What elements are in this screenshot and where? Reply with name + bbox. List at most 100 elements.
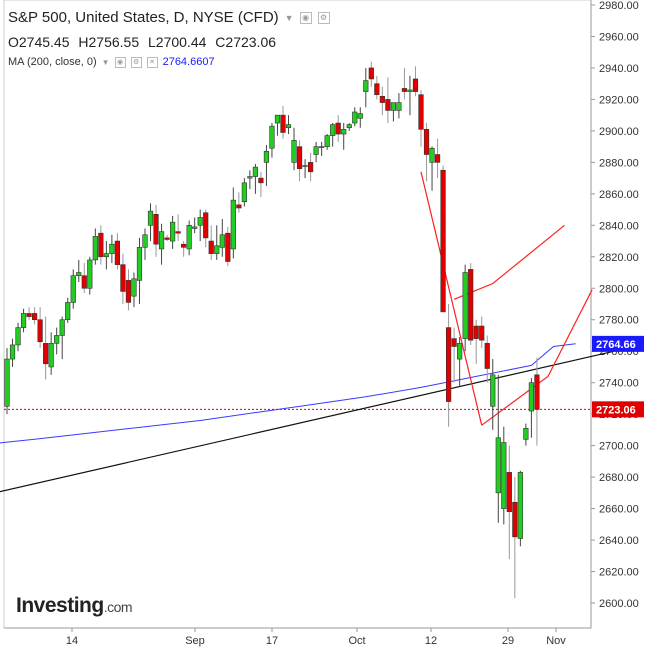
candle-body [341,129,347,135]
y-tick-label: 2840.00 [599,220,639,232]
candle-body [37,319,43,343]
chevron-down-icon[interactable]: ▼ [101,57,110,67]
candle-body [98,232,104,258]
candle [346,123,352,131]
candle-body [54,335,60,344]
candle [501,426,507,525]
candle-body [136,247,143,281]
candle-body [512,501,518,538]
candle [164,234,170,242]
candle-body [236,204,242,209]
candle-body [131,278,137,297]
candle [136,237,143,304]
candle [208,225,214,260]
visibility-icon[interactable]: ◉ [299,11,312,24]
candle-body [70,275,76,303]
close-icon[interactable]: ✕ [146,56,158,68]
candle-body [247,176,253,179]
open-value: O2745.45 [8,34,70,50]
candle [70,269,76,309]
candle-body [330,124,336,136]
gear-icon[interactable]: ⚙ [130,56,142,68]
candle-body [103,253,109,258]
gear-icon[interactable]: ⚙ [317,11,330,24]
candle-body [379,95,385,103]
candle-body [412,78,419,92]
y-tick-label: 2980.00 [599,0,639,12]
candle-body [120,264,126,292]
ma-200-line [0,343,576,444]
chevron-down-icon[interactable]: ▼ [284,12,294,23]
candle-body [390,102,397,111]
candle [241,178,247,207]
y-tick-label: 2780.00 [599,315,639,327]
visibility-icon[interactable]: ◉ [114,56,126,68]
candle [142,228,148,260]
candle [37,307,43,349]
candle [385,77,391,124]
ma-price-label: 2764.66 [596,339,636,351]
y-tick-label: 2680.00 [599,472,639,484]
candle-body [346,124,352,129]
candle [59,316,65,360]
close-price-label: 2723.06 [596,404,636,416]
candle-body [528,382,534,412]
candle [230,187,236,259]
candle [429,146,435,191]
candle-body [307,162,314,173]
candle-body [203,212,209,239]
chart-header: S&P 500, United States, D, NYSE (CFD) ▼ … [8,9,330,26]
candle-body [26,313,32,317]
candle [396,93,402,119]
candle [534,357,540,446]
candle-body [319,146,325,148]
candle-body [285,124,292,129]
candle-body [423,129,430,155]
candle-body [109,243,115,254]
trendline [0,350,615,493]
candle [175,214,181,242]
y-tick-label: 2660.00 [599,504,639,516]
candle-body [31,313,38,321]
candle-body [230,199,236,250]
low-value: L2700.44 [148,34,207,50]
candle [54,327,60,355]
candle [98,225,104,265]
candle-body [142,234,148,248]
candle-body [523,428,529,440]
candle-body [296,146,303,169]
x-tick-label: Nov [546,635,566,647]
candle [125,269,132,311]
candle [9,338,16,367]
candle-body [418,94,424,130]
candle-body [208,240,214,254]
y-tick-label: 2960.00 [599,31,639,43]
candle [490,359,496,430]
candle-body [158,231,165,250]
candle-body [401,88,408,92]
candle [457,337,463,386]
candle-body [352,111,358,124]
candle [319,141,325,157]
candle-body [335,122,341,135]
y-tick-label: 2900.00 [599,126,639,138]
candle-body [258,177,264,184]
candle [203,209,209,248]
candle [4,348,10,415]
candle-body [451,338,457,347]
candle-body [363,80,369,92]
candle [324,134,330,150]
candle [412,66,419,97]
candle [147,203,154,242]
candle [225,226,231,267]
y-tick-label: 2620.00 [599,567,639,579]
candle [418,89,424,147]
candle [252,163,259,194]
candle [363,67,369,108]
plot-frame [3,0,592,629]
candle-body [59,319,65,336]
candle [368,61,374,87]
candle-body [291,140,297,163]
candle-body [479,325,485,341]
